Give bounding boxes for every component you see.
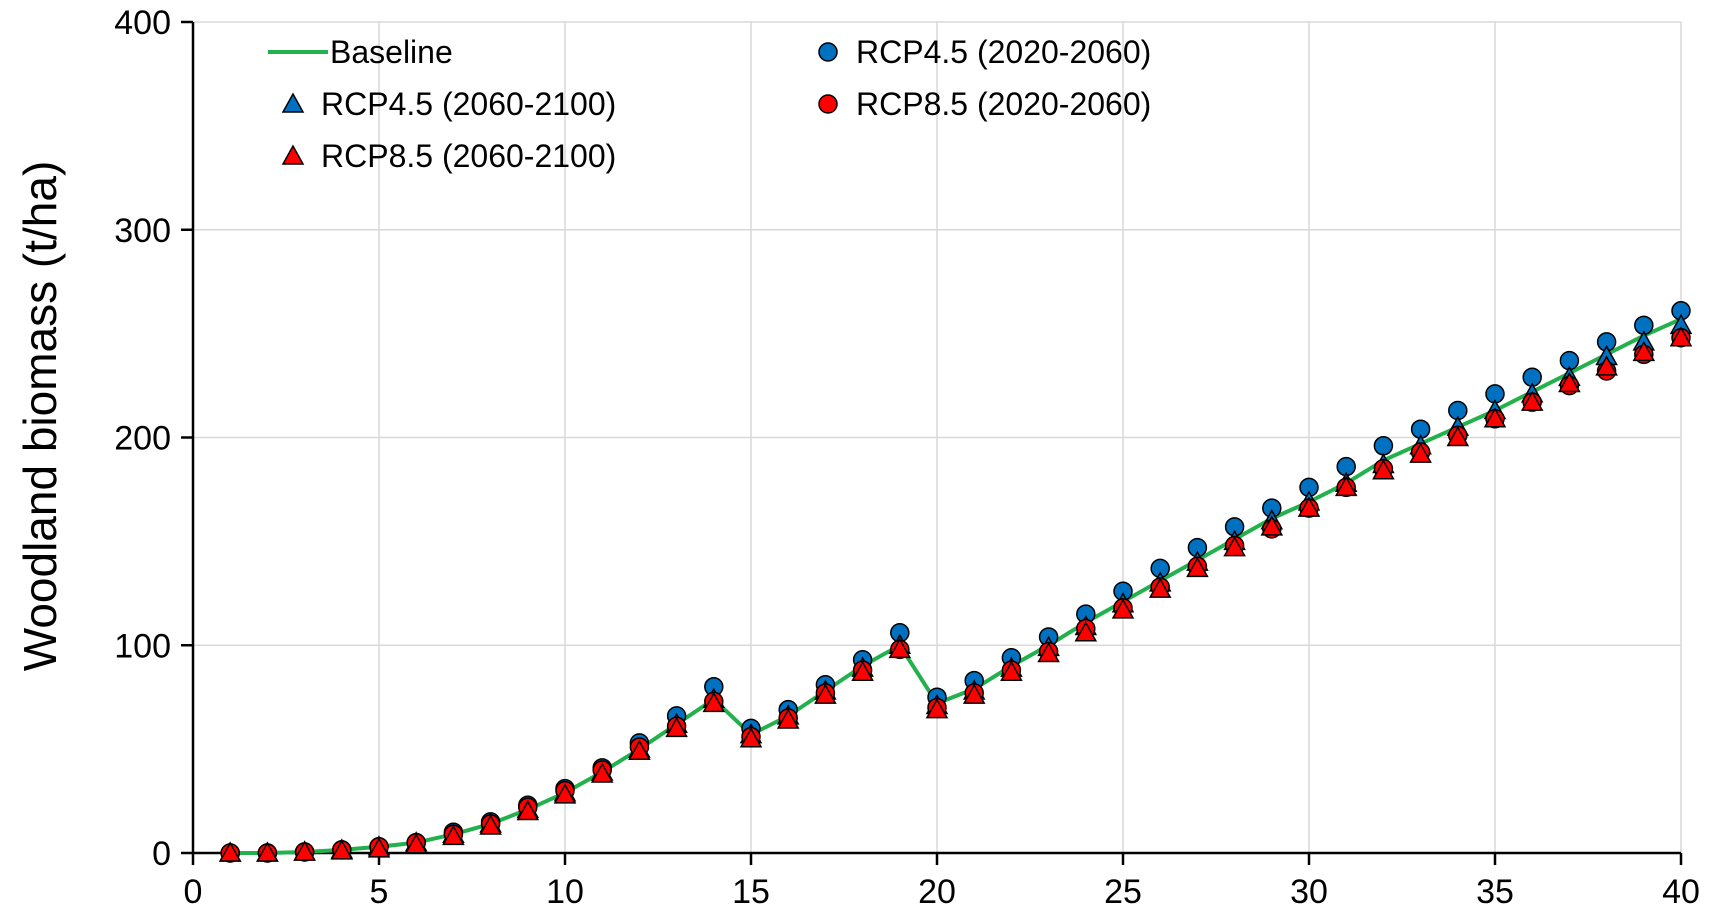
series-layer: [218, 301, 1693, 863]
data-point: [1373, 436, 1394, 456]
x-tick-label: 35: [1476, 873, 1514, 911]
x-tick-label: 30: [1290, 873, 1328, 911]
data-point: [404, 833, 428, 854]
data-point: [1520, 390, 1544, 411]
y-tick-label: 400: [114, 4, 171, 42]
data-point: [516, 799, 540, 821]
data-point: [1111, 598, 1135, 619]
legend-label: RCP4.5 (2020-2060): [856, 34, 1151, 70]
x-tick-label: 0: [184, 873, 203, 911]
data-point: [702, 691, 726, 713]
data-point: [553, 783, 577, 804]
legend-item-rcp4-5-2020-2060: RCP4.5 (2020-2060): [818, 34, 1151, 70]
legend-label: RCP8.5 (2060-2100): [321, 138, 616, 174]
x-tick-label: 20: [918, 873, 956, 911]
data-point: [1186, 556, 1209, 578]
data-point: [1074, 621, 1098, 642]
data-point: [1483, 407, 1507, 428]
series-line-baseline: [230, 317, 1682, 855]
y-tick-label: 100: [114, 627, 171, 665]
legend-item-rcp8-5-2020-2060: RCP8.5 (2020-2060): [818, 86, 1151, 122]
legend-label: Baseline: [330, 34, 453, 70]
legend-label: RCP8.5 (2020-2060): [856, 86, 1151, 122]
data-point: [1223, 536, 1246, 557]
data-point: [1334, 475, 1358, 497]
data-point: [1148, 577, 1172, 598]
grid: [193, 21, 1682, 853]
data-point: [293, 840, 316, 861]
data-point: [218, 841, 242, 862]
y-axis-label: Woodland biomass (t/ha): [14, 161, 66, 672]
data-point: [442, 824, 465, 846]
x-tick-label: 40: [1662, 873, 1700, 911]
data-point: [962, 683, 986, 704]
data-point: [1000, 660, 1023, 682]
legend-swatch-circle: [818, 42, 838, 62]
legend-item-rcp8-5-2060-2100: RCP8.5 (2060-2100): [281, 138, 616, 174]
data-point: [776, 708, 800, 729]
legend-label: RCP4.5 (2060-2100): [321, 86, 616, 122]
data-point: [851, 660, 874, 682]
data-point: [1409, 442, 1432, 463]
data-point: [1260, 515, 1284, 536]
legend-item-baseline: Baseline: [268, 34, 453, 70]
data-point: [1595, 355, 1618, 376]
data-point: [925, 698, 949, 719]
data-point: [665, 716, 688, 738]
axes: 0 100 200 300 400 0 5 10 15 20 25 30 35 40: [114, 4, 1700, 911]
legend-item-rcp4-5-2060-2100: RCP4.5 (2060-2100): [281, 86, 616, 122]
legend-swatch-triangle: [281, 92, 305, 113]
data-point: [1446, 425, 1470, 447]
legend-swatch-triangle: [281, 144, 305, 165]
data-point: [590, 762, 614, 783]
series-rcp8-5-2020-2060: [220, 328, 1691, 863]
data-point: [256, 841, 279, 862]
x-tick-label: 15: [732, 873, 770, 911]
data-point: [367, 837, 391, 858]
y-tick-label: 200: [114, 420, 171, 458]
data-point: [888, 637, 912, 659]
data-point: [1297, 496, 1321, 517]
series-rcp4-5-2020-2060: [220, 301, 1691, 863]
legend-swatch-circle: [818, 94, 838, 114]
data-point: [1037, 642, 1060, 663]
y-tick-label: 0: [152, 835, 171, 873]
series-rcp8-5-2060-2100: [218, 326, 1693, 862]
data-point: [479, 814, 502, 835]
data-point: [1372, 459, 1395, 480]
data-point: [330, 839, 354, 860]
data-point: [1558, 371, 1581, 393]
series-rcp4-5-2060-2100: [218, 313, 1693, 862]
y-tick-label: 300: [114, 212, 171, 250]
data-point: [628, 739, 651, 760]
legend: Baseline RCP4.5 (2020-2060) RCP4.5 (2060-2…: [268, 34, 1151, 174]
x-tick-label: 25: [1104, 873, 1142, 911]
data-point: [1632, 340, 1656, 362]
data-point: [739, 727, 763, 748]
data-point: [814, 683, 837, 704]
data-point: [1669, 326, 1693, 347]
x-tick-label: 5: [370, 873, 389, 911]
x-tick-label: 10: [546, 873, 584, 911]
